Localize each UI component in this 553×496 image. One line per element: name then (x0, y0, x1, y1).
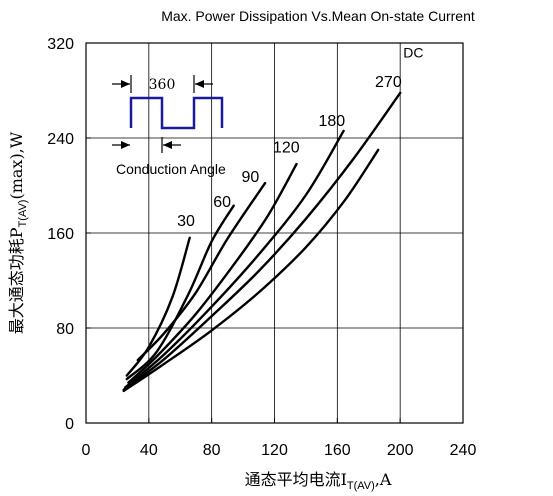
curve-180 (124, 129, 345, 389)
x-tick-label: 80 (203, 442, 221, 459)
curve-label-30: 30 (177, 213, 195, 230)
y-tick-label: 0 (65, 416, 74, 433)
curve-30 (125, 236, 191, 377)
chart-title: Max. Power Dissipation Vs.Mean On-state … (161, 8, 475, 24)
y-tick-label: 320 (47, 36, 74, 53)
y-axis-label: 最大通态功耗PT(AV)(max),W (7, 131, 29, 334)
y-tick-label: 240 (47, 131, 74, 148)
curve-label-120: 120 (273, 139, 300, 156)
curve-label-dc: DC (403, 44, 423, 60)
x-axis-ticks: 0 40 80 120 160 200 240 (82, 418, 477, 459)
x-axis-label: 通态平均电流IT(AV),A (245, 470, 392, 492)
curve-label-90: 90 (242, 169, 260, 186)
arrow-left-icon (163, 141, 172, 149)
x-tick-label: 160 (324, 442, 351, 459)
square-wave-icon (129, 96, 224, 130)
curve-label-60: 60 (213, 194, 231, 211)
curve-60 (125, 204, 235, 381)
x-tick-label: 240 (450, 442, 477, 459)
curve-90 (136, 181, 267, 362)
y-tick-label: 160 (47, 226, 74, 243)
curve-120 (127, 162, 298, 384)
x-tick-label: 40 (140, 442, 158, 459)
grid (86, 43, 463, 423)
y-axis-ticks: 0 80 160 240 320 (47, 36, 91, 433)
x-tick-label: 200 (387, 442, 414, 459)
period-label: 360 (149, 77, 176, 93)
x-tick-label: 120 (261, 442, 288, 459)
curve-dc (122, 148, 380, 393)
arrow-right-icon (121, 141, 130, 149)
conduction-angle-inset: 360 Conduction Angle (112, 75, 226, 177)
arrow-right-icon (121, 80, 130, 88)
conduction-angle-label: Conduction Angle (116, 161, 226, 177)
x-tick-label: 0 (82, 442, 91, 459)
curves (122, 91, 402, 393)
arrow-left-icon (195, 80, 204, 88)
curve-label-180: 180 (318, 113, 345, 130)
curve-label-270: 270 (375, 74, 402, 91)
y-tick-label: 80 (56, 321, 74, 338)
curve-270 (122, 91, 402, 391)
